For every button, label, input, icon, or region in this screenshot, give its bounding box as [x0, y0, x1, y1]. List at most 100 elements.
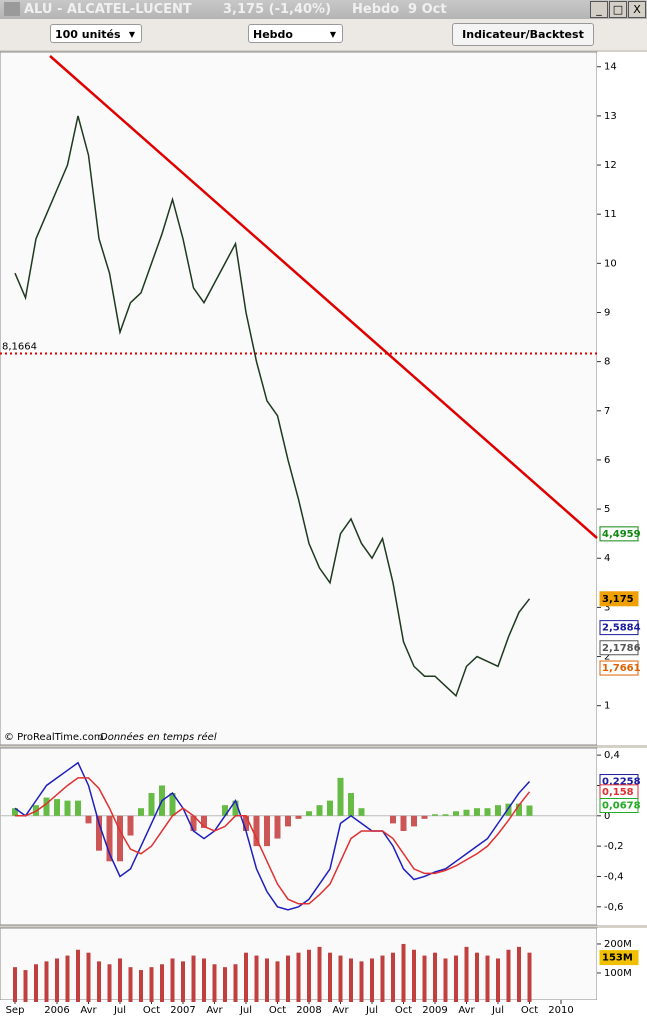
value-box — [599, 798, 639, 814]
series-line — [14, 115, 531, 698]
footer-note: Données en temps réel — [100, 731, 217, 743]
value-box — [599, 526, 639, 542]
title-bar: ALU - ALCATEL-LUCENT 3,175 (-1,40%) Hebd… — [0, 0, 647, 19]
histogram-bar — [127, 815, 134, 836]
volume-bar — [517, 946, 521, 1002]
y-tick-label: 14 — [604, 62, 617, 73]
level-label: 8,1664 — [2, 341, 37, 352]
histogram-bar — [400, 815, 407, 831]
x-tick-label: 2008 — [296, 1005, 321, 1016]
toolbar: 100 unités ▼ Hebdo ▼ Indicateur/Backtest — [0, 19, 647, 50]
histogram-bar — [138, 808, 144, 816]
volume-bar — [496, 958, 500, 1002]
volume-bar — [118, 958, 122, 1002]
footer-source: © ProRealTime.com — [4, 732, 104, 743]
series-line — [15, 777, 531, 905]
volume-bar — [139, 970, 143, 1002]
volume-bar — [433, 952, 437, 1002]
value-label: 153M — [602, 953, 633, 964]
value-box — [599, 591, 639, 607]
y-tick-label: 13 — [604, 111, 617, 122]
volume-bar — [44, 961, 49, 1002]
histogram-bar — [96, 815, 102, 851]
y-tick-label: 6 — [604, 455, 610, 466]
x-tick-label: Jul — [113, 1005, 126, 1016]
x-tick-label: 2010 — [548, 1005, 573, 1016]
maximize[interactable]: □ — [609, 1, 627, 18]
value-label: 3,175 — [602, 594, 634, 605]
histogram-bar — [484, 808, 491, 816]
y-tick-label: 12 — [604, 160, 617, 171]
y-tick-label: 7 — [604, 406, 610, 417]
volume-bar — [338, 955, 343, 1002]
volume-bar — [181, 961, 185, 1002]
x-tick-label: Sep — [6, 1005, 25, 1016]
volume-bar — [286, 955, 290, 1002]
y-tick-label: 200M — [604, 939, 632, 950]
volume-bar — [149, 967, 154, 1002]
x-tick-label: Jul — [239, 1005, 252, 1016]
histogram-bar — [453, 811, 459, 816]
volume-bar — [296, 952, 301, 1002]
volume-bar — [475, 952, 479, 1002]
volume-bar — [412, 949, 416, 1002]
volume-bar — [422, 955, 427, 1002]
y-tick-label: 0,4 — [604, 750, 620, 761]
x-tick-label: Avr — [206, 1005, 223, 1016]
y-tick-label: 4 — [604, 553, 610, 564]
volume-bar — [443, 958, 448, 1002]
volume-bar — [391, 952, 395, 1002]
histogram-bar — [190, 815, 197, 831]
volume-bar — [191, 955, 196, 1002]
x-tick-label: 2006 — [44, 1005, 69, 1016]
volume-bar — [223, 967, 227, 1002]
y-tick-label: 100M — [604, 968, 632, 979]
volume-bar — [506, 949, 511, 1002]
histogram-bar — [348, 793, 354, 816]
value-label: 4,4959 — [602, 529, 641, 540]
volume-bar — [265, 958, 269, 1002]
histogram-bar — [327, 800, 333, 816]
volume-bar — [107, 964, 112, 1002]
period-select[interactable]: Hebdo ▼ — [248, 24, 343, 43]
volume-bar — [370, 958, 374, 1002]
minimize[interactable]: _ — [590, 1, 608, 18]
volume-bar — [23, 970, 28, 1002]
period: Hebdo — [352, 2, 400, 17]
value-label: 2,1786 — [602, 643, 641, 654]
histogram-bar — [358, 808, 365, 816]
volume-bar — [307, 949, 311, 1002]
histogram-bar — [106, 815, 113, 862]
y-tick-label: 9 — [604, 307, 610, 318]
histogram-bar — [274, 815, 281, 839]
histogram-bar — [421, 815, 428, 819]
volume-bar — [359, 961, 364, 1002]
x-tick-label: 2007 — [170, 1005, 195, 1016]
histogram-bar — [232, 800, 239, 816]
value-label: 0,0678 — [602, 801, 641, 812]
period: Hebdo — [253, 28, 293, 41]
units: 100 unités — [55, 28, 121, 41]
units-select[interactable]: 100 unités ▼ — [50, 24, 142, 43]
volume-bar — [244, 952, 248, 1002]
value-box — [599, 640, 639, 656]
histogram-bar — [295, 815, 302, 819]
x-tick-label: Oct — [521, 1005, 538, 1016]
histogram-bar — [390, 815, 396, 824]
value-box — [599, 620, 639, 636]
indicator-button[interactable]: Indicateur/Backtest — [452, 23, 594, 46]
y-tick-label: 8 — [604, 357, 610, 368]
histogram-bar — [505, 803, 512, 816]
y-tick-label: 0 — [604, 811, 610, 822]
value-label: 0,158 — [602, 787, 634, 798]
x-tick-label: Jul — [491, 1005, 504, 1016]
value-label: 2,5884 — [602, 623, 641, 634]
histogram-bar — [64, 800, 71, 816]
volume-bar — [55, 958, 59, 1002]
volume-bar — [275, 961, 280, 1002]
volume-bar — [86, 952, 91, 1002]
x-tick-label: Avr — [332, 1005, 349, 1016]
value-box — [599, 660, 639, 676]
close[interactable]: X — [628, 1, 646, 18]
